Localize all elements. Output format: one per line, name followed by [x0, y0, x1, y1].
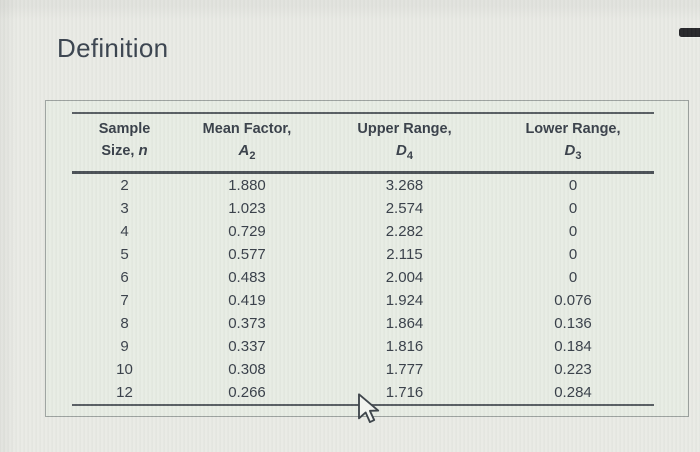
- cell-n: 9: [120, 337, 129, 355]
- cell-d4: 2.004: [385, 268, 424, 286]
- table-header: Sample Size, n Mean Factor, A2 Upper Ran…: [72, 113, 654, 173]
- cell-d3: 0: [568, 268, 578, 286]
- control-chart-factors-table: Sample Size, n Mean Factor, A2 Upper Ran…: [72, 112, 654, 406]
- cell-n: 8: [120, 314, 129, 332]
- cell-d4: 2.282: [385, 222, 424, 240]
- cell-a2: 0.483: [228, 268, 266, 286]
- table-row: 7 0.419 1.924 0.076: [72, 289, 654, 312]
- cell-d3: 0: [568, 176, 578, 194]
- table-row: 5 0.577 2.115 0: [72, 243, 654, 266]
- cell-d4: 2.115: [386, 245, 423, 263]
- page-title: Definition: [57, 33, 169, 63]
- cell-d4: 1.864: [385, 314, 424, 332]
- table-row: 12 0.266 1.716 0.284: [72, 381, 654, 405]
- cell-a2: 0.266: [228, 383, 266, 401]
- cell-n: 6: [120, 268, 129, 286]
- cell-n: 4: [120, 222, 129, 240]
- table-row: 4 0.729 2.282 0: [72, 220, 654, 243]
- table-row: 3 1.023 2.574 0: [72, 197, 654, 220]
- header-mean-factor: Mean Factor, A2: [202, 121, 292, 162]
- cell-a2: 0.577: [228, 245, 266, 263]
- cell-d3: 0: [568, 222, 578, 240]
- header-upper-range: Upper Range, D4: [357, 121, 452, 162]
- cell-d4: 1.924: [385, 291, 424, 309]
- cell-d3: 0.076: [554, 291, 592, 309]
- table-row: 2 1.880 3.268 0: [72, 172, 654, 197]
- cell-d4: 1.816: [385, 337, 424, 355]
- header-lower-range: Lower Range, D3: [525, 121, 621, 162]
- cell-n: 2: [120, 176, 129, 194]
- cell-a2: 0.308: [228, 360, 266, 378]
- table-row: 10 0.308 1.777 0.223: [72, 358, 654, 381]
- factors-table-panel: Sample Size, n Mean Factor, A2 Upper Ran…: [45, 100, 689, 417]
- cell-a2: 0.373: [228, 314, 266, 332]
- cell-d4: 2.574: [385, 199, 424, 217]
- cell-d3: 0.284: [554, 383, 592, 401]
- cell-n: 5: [120, 245, 129, 263]
- cell-a2: 0.729: [228, 222, 266, 240]
- cell-n: 10: [116, 360, 133, 378]
- cell-d3: 0: [568, 245, 578, 263]
- top-right-dash-icon[interactable]: [679, 28, 700, 37]
- cell-d3: 0.136: [554, 314, 592, 332]
- cell-d3: 0.223: [554, 360, 592, 378]
- cell-d3: 0: [568, 199, 578, 217]
- cell-a2: 0.337: [228, 337, 266, 355]
- table-body: 2 1.880 3.268 0 3 1.023 2.574 0 4 0.729 …: [72, 172, 654, 405]
- cell-a2: 1.023: [228, 199, 266, 217]
- cell-d4: 3.268: [385, 176, 424, 194]
- table-row: 8 0.373 1.864 0.136: [72, 312, 654, 335]
- cell-a2: 0.419: [228, 291, 266, 309]
- cell-d3: 0.184: [554, 337, 592, 355]
- cell-n: 7: [120, 291, 129, 309]
- cell-d4: 1.777: [385, 360, 424, 378]
- table-row: 9 0.337 1.816 0.184: [72, 335, 654, 358]
- cell-a2: 1.880: [228, 176, 266, 194]
- header-sample-size: Sample Size, n: [98, 121, 151, 160]
- table-row: 6 0.483 2.004 0: [72, 266, 654, 289]
- cell-d4: 1.716: [385, 383, 424, 401]
- cell-n: 3: [120, 199, 129, 217]
- cell-n: 12: [116, 383, 133, 401]
